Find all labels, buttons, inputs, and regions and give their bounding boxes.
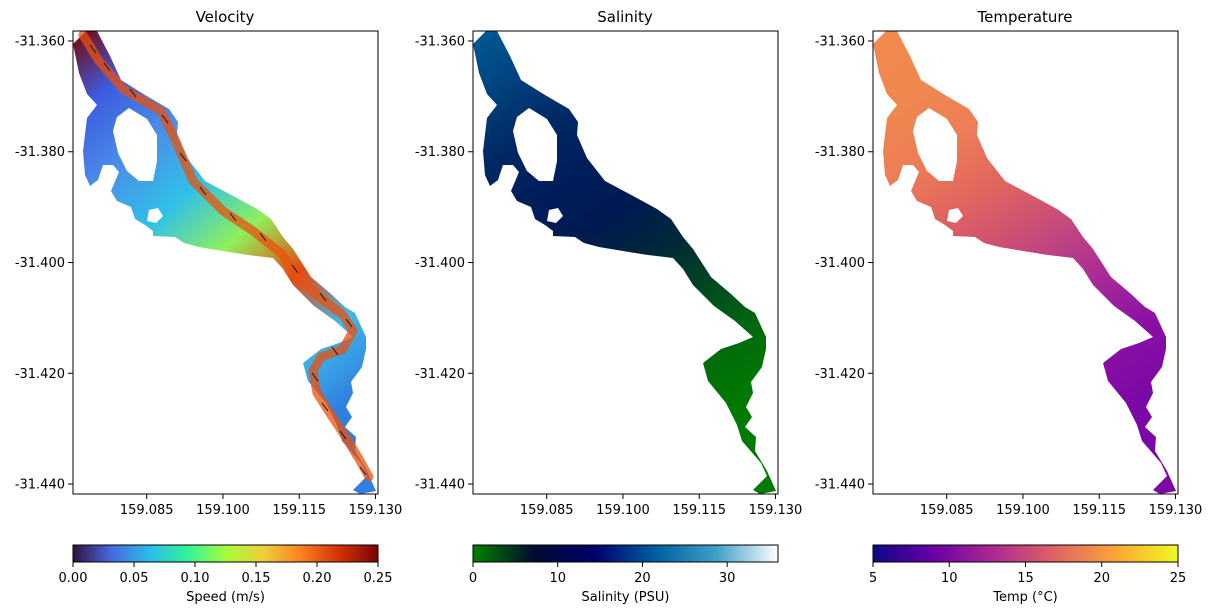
y-tick-label: -31.420	[415, 367, 465, 382]
y-tick-label: -31.420	[15, 367, 65, 382]
colorbar: 0.00 0.05 0.10 0.15 0.20 0.25 Speed (m/s)	[59, 544, 393, 605]
y-tick-label: -31.400	[15, 256, 65, 271]
y-tick-label: -31.360	[15, 34, 65, 49]
island	[547, 208, 563, 223]
x-tick-label: 159.085	[120, 503, 174, 518]
island	[513, 108, 557, 181]
velocity-arrow	[89, 44, 97, 54]
colorbar-tick-label: 0.10	[181, 571, 210, 586]
y-tick-label: -31.400	[415, 256, 465, 271]
x-tick-label: 159.085	[520, 503, 574, 518]
velocity-arrow	[129, 88, 137, 98]
x-tick-label: 159.130	[349, 503, 403, 518]
x-tick-label: 159.100	[596, 503, 650, 518]
colorbar-label: Speed (m/s)	[186, 590, 265, 605]
y-tick-label: -31.440	[415, 478, 465, 493]
river-domain	[473, 31, 776, 494]
river-domain	[73, 31, 376, 494]
velocity-arrow	[331, 346, 339, 356]
x-tick-label: 159.085	[920, 503, 974, 518]
colorbar-tick-label: 0.05	[120, 571, 149, 586]
x-tick-label: 159.130	[1149, 503, 1203, 518]
colorbar-tick-label: 0	[469, 571, 477, 586]
island	[113, 108, 157, 181]
velocity-arrow	[259, 232, 267, 242]
velocity-arrow	[179, 152, 187, 162]
y-tick-label: -31.380	[415, 145, 465, 160]
velocity-arrow	[345, 318, 353, 328]
colorbar: 5 10 15 20 25 Temp (°C)	[869, 544, 1187, 605]
y-tick-label: -31.420	[815, 367, 865, 382]
colorbar-tick-label: 25	[1170, 571, 1187, 586]
colorbar-tick-label: 30	[719, 571, 736, 586]
colorbar: 0 10 20 30 Salinity (PSU)	[469, 544, 779, 605]
colorbar-tick-label: 10	[549, 571, 566, 586]
colorbar-tick-label: 10	[941, 571, 958, 586]
chart-title: Velocity	[196, 8, 255, 26]
x-tick-label: 159.130	[749, 503, 803, 518]
x-tick-label: 159.115	[272, 503, 326, 518]
colorbar-tick-label: 20	[634, 571, 651, 586]
velocity-arrow	[199, 186, 207, 196]
velocity-arrow	[229, 212, 237, 222]
colorbar-tick-label: 0.15	[242, 571, 271, 586]
velocity-arrow	[321, 402, 329, 412]
x-tick-label: 159.100	[196, 503, 250, 518]
velocity-arrow	[161, 114, 169, 124]
y-tick-label: -31.440	[815, 478, 865, 493]
colorbar-label: Temp (°C)	[992, 590, 1058, 605]
velocity-panel: Velocity 159.085 159.100 159.115 159.130 -3…	[15, 8, 403, 605]
island	[913, 108, 957, 181]
colorbar-tick-label: 20	[1093, 571, 1110, 586]
y-tick-label: -31.360	[815, 34, 865, 49]
colorbar-tick-label: 0.25	[364, 571, 393, 586]
y-tick-label: -31.380	[815, 145, 865, 160]
colorbar-tick-label: 15	[1017, 571, 1034, 586]
velocity-arrow	[359, 466, 367, 476]
colorbar-tick-label: 0.00	[59, 571, 88, 586]
colorbar-tick-label: 5	[869, 571, 877, 586]
chart-title: Temperature	[976, 8, 1072, 26]
y-tick-label: -31.360	[415, 34, 465, 49]
island	[947, 208, 963, 223]
temperature-field	[873, 31, 1176, 494]
salinity-field	[473, 31, 776, 494]
x-tick-label: 159.115	[672, 503, 726, 518]
island	[147, 208, 163, 223]
colorbar-label: Salinity (PSU)	[582, 590, 670, 605]
colorbar-tick-label: 0.20	[303, 571, 332, 586]
temperature-panel: Temperature 159.085 159.100 159.115 159.130…	[815, 8, 1203, 605]
velocity-arrow	[339, 430, 347, 440]
x-tick-label: 159.115	[1072, 503, 1126, 518]
velocity-arrow	[311, 372, 319, 382]
velocity-arrow	[291, 264, 299, 274]
velocity-field	[73, 30, 376, 494]
river-domain	[873, 31, 1176, 494]
x-tick-label: 159.100	[996, 503, 1050, 518]
velocity-arrow	[103, 62, 111, 72]
y-tick-label: -31.380	[15, 145, 65, 160]
chart-title: Salinity	[597, 8, 653, 26]
y-tick-label: -31.440	[15, 478, 65, 493]
velocity-arrows	[89, 44, 367, 476]
salinity-panel: Salinity 159.085 159.100 159.115 159.130 -3…	[415, 8, 803, 605]
y-tick-label: -31.400	[815, 256, 865, 271]
velocity-arrow	[319, 292, 327, 302]
